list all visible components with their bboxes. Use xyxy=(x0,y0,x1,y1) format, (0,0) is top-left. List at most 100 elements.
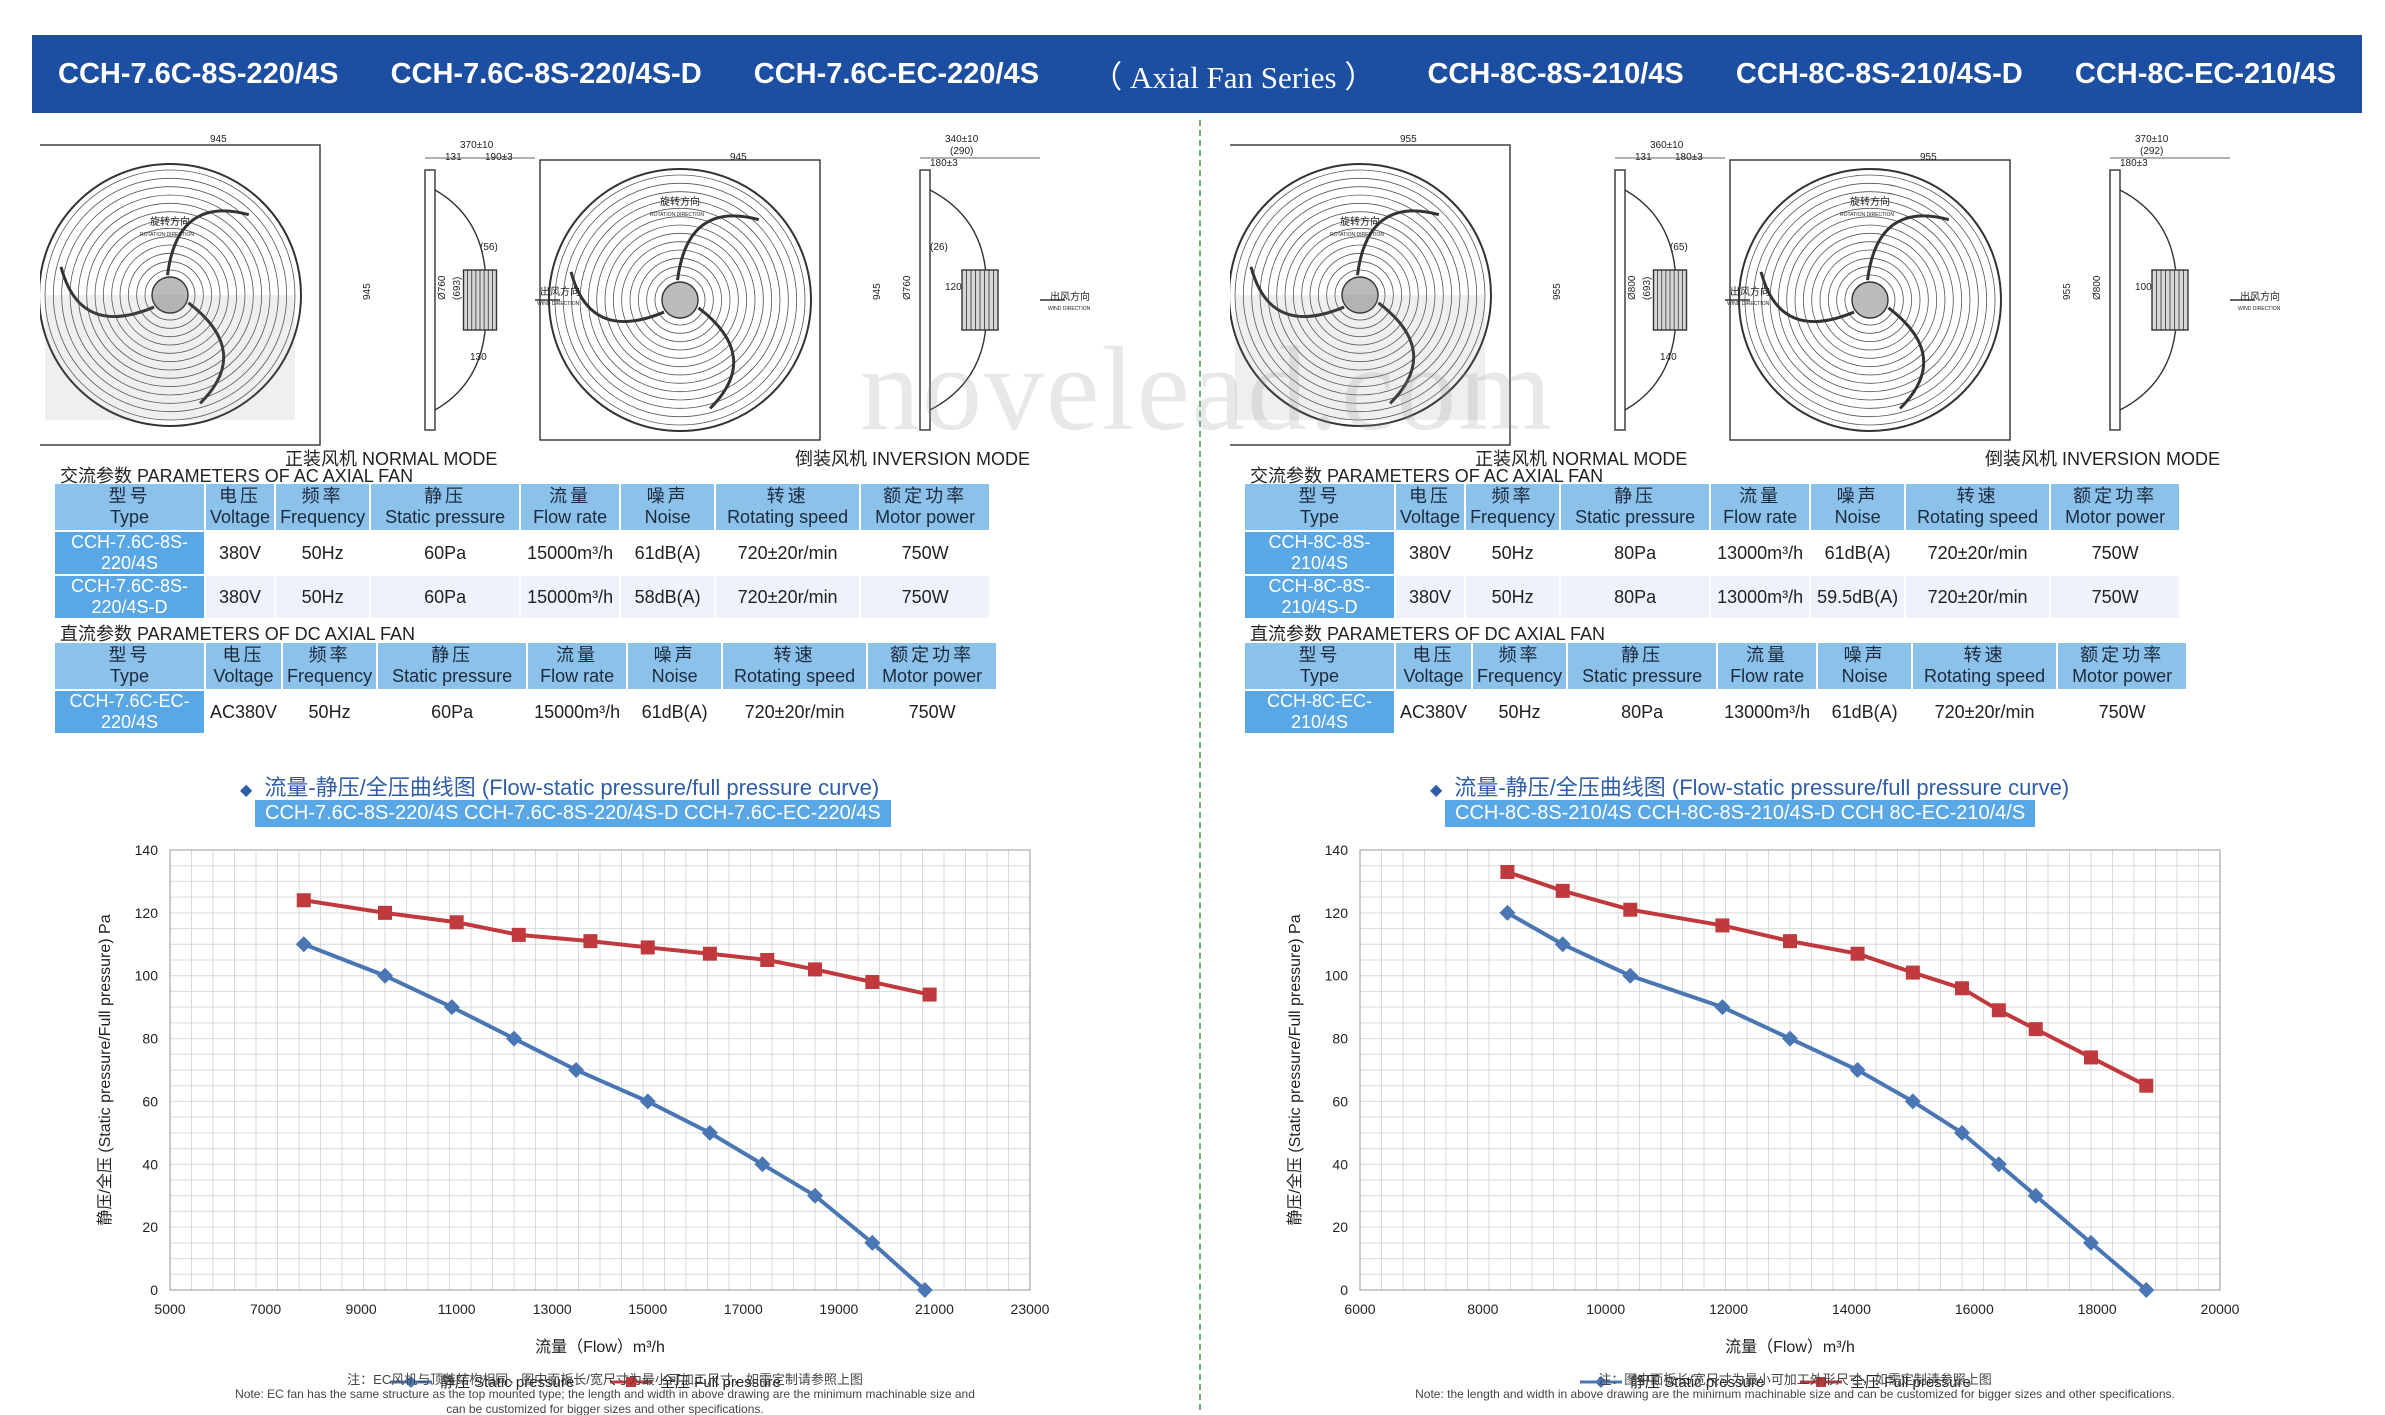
data-point-static xyxy=(1849,1062,1866,1078)
table-cell: 15000m³/h xyxy=(527,689,629,733)
column-header-zh: 型号 xyxy=(108,645,151,665)
column-header-zh: 静压 xyxy=(431,645,474,665)
column-header: 电压 Voltage xyxy=(1395,643,1474,690)
x-tick-label: 20000 xyxy=(2201,1301,2240,1317)
column-header-zh: 型号 xyxy=(108,486,151,506)
table-cell: 380V xyxy=(1395,530,1467,575)
column-header-zh: 噪声 xyxy=(653,645,696,665)
inv-rotation-direction-en: ROTATION DIRECTION xyxy=(1840,212,1894,218)
table-header-row: 型号 Type 电压 Voltage 频率 Frequency 静压 Static press… xyxy=(55,643,999,690)
column-header-zh: 转速 xyxy=(766,486,809,506)
fan-side-view-normal xyxy=(424,157,560,431)
x-tick-label: 23000 xyxy=(1011,1301,1050,1317)
column-header-en: Rotating speed xyxy=(1924,666,2046,686)
column-header-en: Motor power xyxy=(2065,507,2166,527)
fan-side-view-inversion xyxy=(2109,157,2255,431)
column-header-zh: 电压 xyxy=(219,486,262,506)
dim-front-width: 945 xyxy=(210,134,227,145)
y-tick-label: 20 xyxy=(1332,1219,1348,1235)
flow-pressure-chart: 5000 7000 9000 11000 13000 15000 17000 19000 210… xyxy=(40,830,1170,1415)
y-tick-label: 100 xyxy=(135,968,159,984)
y-tick-label: 60 xyxy=(142,1093,158,1109)
data-point-full xyxy=(2028,1022,2043,1037)
table-cell: 720±20r/min xyxy=(1905,574,2052,618)
column-header: 型号 Type xyxy=(1245,484,1396,531)
x-tick-label: 17000 xyxy=(724,1301,763,1317)
table-cell: 720±20r/min xyxy=(715,574,862,618)
data-point-static xyxy=(377,967,393,984)
table-cell: 15000m³/h xyxy=(520,574,622,618)
column-header-en: Rotating speed xyxy=(1917,507,2039,527)
data-point-static xyxy=(1990,1156,2007,1173)
column-header-en: Motor power xyxy=(875,507,976,527)
data-point-static xyxy=(295,936,312,953)
column-header: 转速 Rotating speed xyxy=(715,484,862,531)
data-point-static xyxy=(506,1030,522,1047)
ac-section-title: 交流参数 PARAMETERS OF AC AXIAL FAN xyxy=(1250,466,1604,486)
dim-inv-diameter: Ø760 xyxy=(902,275,913,300)
banner-model-6: CCH-8C-EC-210/4S xyxy=(2074,57,2336,90)
column-header-zh: 静压 xyxy=(1614,486,1657,506)
model-type-cell: CCH-7.6C-EC-220/4S xyxy=(55,689,206,733)
column-header-en: Frequency xyxy=(280,507,366,527)
legend-marker xyxy=(626,1377,636,1387)
wind-direction-en: WIND DIRECTION xyxy=(537,301,580,307)
column-header-en: Type xyxy=(1299,666,1340,686)
column-header-en: Rotating speed xyxy=(727,507,849,527)
x-tick-label: 12000 xyxy=(1709,1301,1748,1317)
column-header: 频率 Frequency xyxy=(1472,643,1569,690)
column-header: 电压 Voltage xyxy=(1395,484,1467,531)
dc-parameters-table: 型号 Type 电压 Voltage 频率 Frequency 静压 Static press… xyxy=(1245,643,2189,733)
data-point-full xyxy=(449,915,464,930)
data-point-full xyxy=(1905,965,1920,980)
x-tick-label: 14000 xyxy=(1832,1301,1871,1317)
model-type-cell: CCH-7.6C-8S-220/4S xyxy=(55,530,206,575)
column-header: 静压 Static pressure xyxy=(1567,643,1719,690)
column-header: 频率 Frequency xyxy=(275,484,372,531)
ac-parameters-table: 型号 Type 电压 Voltage 频率 Frequency 静压 Static press… xyxy=(1245,484,2182,618)
title-banner: CCH-7.6C-8S-220/4S CCH-7.6C-8S-220/4S-D … xyxy=(32,35,2362,113)
dim-inv-paren: (292) xyxy=(2140,146,2163,157)
data-point-static xyxy=(1904,1093,1921,1110)
table-cell: 61dB(A) xyxy=(620,530,717,575)
legend-label: 静压 Static pressure xyxy=(1630,1374,1764,1391)
table-cell: 13000m³/h xyxy=(1710,574,1812,618)
column-header-en: Motor power xyxy=(2072,666,2173,686)
dim-side-b: 190±3 xyxy=(485,152,513,163)
table-cell: 720±20r/min xyxy=(1905,530,2052,575)
x-tick-label: 19000 xyxy=(819,1301,858,1317)
x-tick-label: 18000 xyxy=(2078,1301,2117,1317)
column-header-en: Flow rate xyxy=(1723,507,1798,527)
column-header-en: Type xyxy=(109,666,150,686)
column-header-zh: 转速 xyxy=(1963,645,2006,665)
dim-side-a: 131 xyxy=(445,152,462,163)
column-header: 静压 Static pressure xyxy=(377,643,529,690)
table-cell: 80Pa xyxy=(1560,530,1712,575)
table-cell: 380V xyxy=(1395,574,1467,618)
legend-marker xyxy=(1816,1377,1826,1387)
normal-mode-label: 正装风机 NORMAL MODE xyxy=(1475,449,1688,469)
data-point-full xyxy=(1555,883,1570,898)
legend-marker xyxy=(1595,1376,1607,1388)
column-header-zh: 频率 xyxy=(308,645,351,665)
table-header-row: 型号 Type 电压 Voltage 频率 Frequency 静压 Static press… xyxy=(1245,484,2182,531)
table-header-row: 型号 Type 电压 Voltage 频率 Frequency 静压 Static press… xyxy=(55,484,992,531)
data-point-static xyxy=(2138,1282,2155,1298)
table-cell: 720±20r/min xyxy=(722,689,869,733)
data-point-static xyxy=(1782,1030,1798,1047)
column-header-en: Flow rate xyxy=(1730,666,1805,686)
data-point-static xyxy=(443,999,460,1016)
column-header: 转速 Rotating speed xyxy=(1912,643,2059,690)
data-point-static xyxy=(568,1062,585,1078)
inv-wind-direction-en: WIND DIRECTION xyxy=(2238,306,2281,312)
legend-label: 全压 Full pressure xyxy=(660,1373,781,1391)
column-header-en: Rotating speed xyxy=(734,666,856,686)
normal-mode-label: 正装风机 NORMAL MODE xyxy=(285,449,498,469)
diamond-bullet-icon: ◆ xyxy=(240,782,253,799)
footnote-en-1: Note: the length and width in above draw… xyxy=(1415,1387,2175,1401)
data-point-full xyxy=(378,905,392,920)
y-tick-label: 0 xyxy=(1340,1282,1348,1298)
column-header: 噪声 Noise xyxy=(1810,484,1907,531)
dim-inv-height: 955 xyxy=(2062,283,2073,300)
